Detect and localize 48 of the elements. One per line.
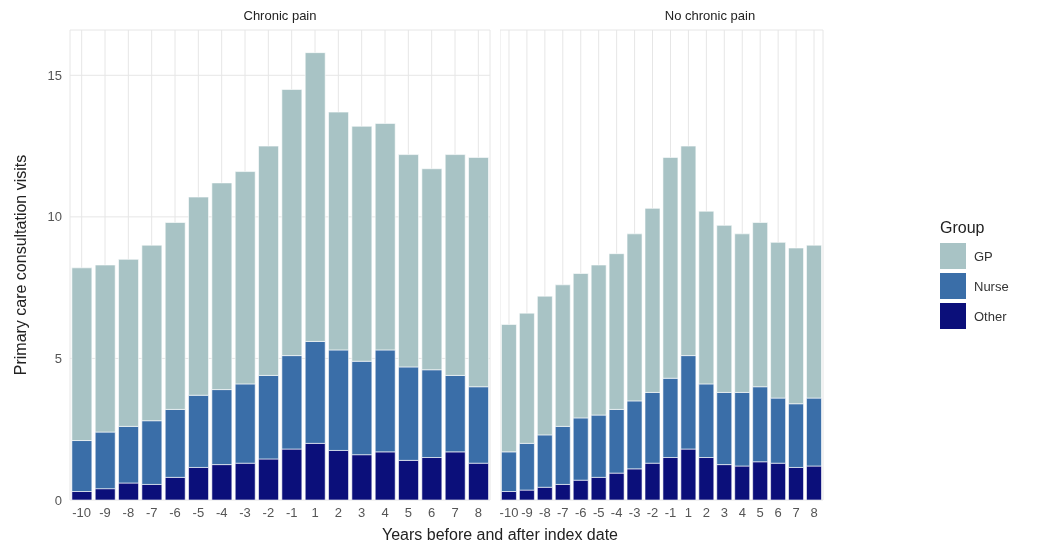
x-tick-label: -10 (499, 505, 519, 521)
legend-label: Other (974, 308, 1007, 324)
x-axis-title: Years before and after index date (381, 526, 619, 544)
x-tick-label: 2 (702, 505, 710, 521)
x-tick-label: 5 (756, 505, 764, 521)
x-tick-label: 1 (684, 505, 693, 521)
y-axis-title: Primary care consultation visits (11, 154, 29, 376)
x-tick-label: 8 (474, 505, 482, 521)
x-tick-label: -5 (192, 505, 205, 521)
legend-label: Nurse (974, 278, 1009, 294)
x-tick-label: 1 (311, 505, 319, 521)
y-tick-label: 0 (54, 492, 62, 508)
x-tick-label: -9 (99, 505, 111, 521)
x-tick-label: 7 (451, 505, 459, 521)
chart-title: Chronic pain (242, 8, 318, 25)
chart-title: No chronic pain (663, 8, 757, 25)
x-tick-label: 3 (358, 505, 366, 521)
x-tick-label: -4 (215, 505, 228, 521)
x-tick-label: 5 (404, 505, 412, 521)
x-tick-label: 7 (792, 505, 800, 521)
x-tick-label: -2 (646, 505, 659, 521)
x-tick-label: -2 (262, 505, 275, 521)
x-tick-label: -8 (122, 505, 135, 521)
x-tick-label: 3 (720, 505, 728, 521)
x-tick-label: 6 (428, 505, 436, 521)
y-tick-label: 15 (47, 67, 62, 83)
x-tick-label: 2 (334, 505, 342, 521)
x-tick-label: -3 (628, 505, 641, 521)
x-tick-label: -3 (239, 505, 251, 521)
x-tick-label: -4 (610, 505, 623, 521)
x-tick-label: 6 (774, 505, 782, 521)
legend-title: Group (940, 219, 986, 237)
y-tick-label: 10 (47, 209, 62, 225)
x-tick-label: -1 (285, 505, 298, 521)
x-tick-label: -7 (557, 505, 569, 521)
x-tick-label: -6 (169, 505, 181, 521)
x-tick-label: -1 (664, 505, 677, 521)
x-tick-label: 4 (381, 505, 389, 521)
x-tick-label: -9 (521, 505, 533, 521)
x-tick-label: -8 (539, 505, 551, 521)
x-tick-label: -5 (592, 505, 605, 521)
x-tick-label: 4 (738, 505, 746, 521)
legend-label: GP (974, 248, 993, 264)
x-tick-label: 8 (810, 505, 818, 521)
y-tick-label: 5 (54, 351, 62, 367)
x-tick-label: -10 (72, 505, 92, 521)
x-tick-label: -7 (145, 505, 158, 521)
x-tick-label: -6 (574, 505, 587, 521)
